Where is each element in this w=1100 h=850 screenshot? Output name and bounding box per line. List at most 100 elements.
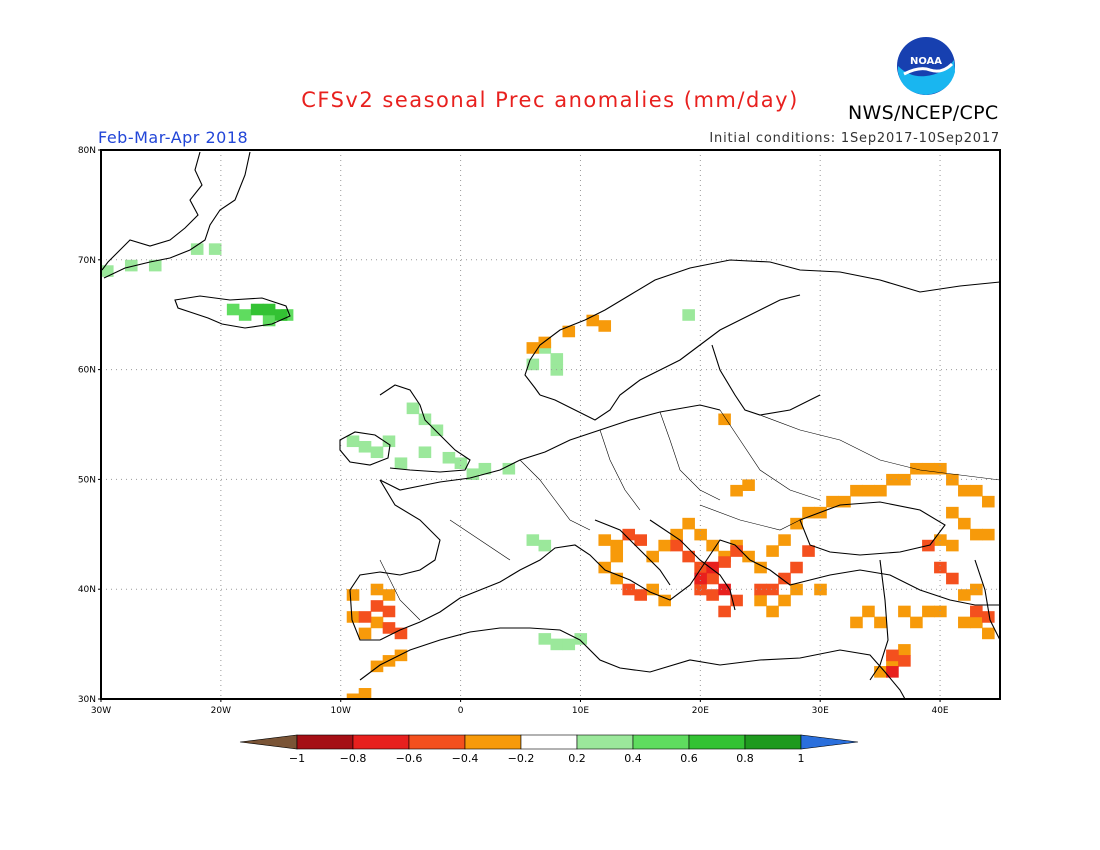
- colorbar-swatch: [520, 734, 578, 750]
- anomaly-cell-orange: [838, 495, 851, 508]
- anomaly-cell-red: [790, 561, 803, 574]
- anomaly-cell-lgreen: [478, 462, 492, 475]
- colorbar-swatch: [688, 734, 746, 750]
- colorbar-above-triangle: [800, 734, 859, 750]
- anomaly-cell-lgreen: [101, 265, 114, 277]
- colorbar-label: −0.2: [508, 752, 535, 765]
- country-borders: [379, 409, 1000, 621]
- lon-tick-label: 0: [458, 706, 464, 716]
- longitude-tick-labels: 30W 20W 10W 0 10E 20E 30E 40E: [91, 699, 949, 716]
- anomaly-cell-orange: [898, 605, 911, 618]
- anomaly-cell-orange: [982, 627, 995, 640]
- anomaly-cell-lgreen: [418, 446, 432, 459]
- anomaly-cell-lgreen: [682, 309, 695, 321]
- anomaly-cell-orange: [802, 506, 815, 519]
- anomaly-cell-orange: [610, 539, 624, 552]
- noaa-logo-icon: NOAA: [897, 37, 955, 95]
- colorbar-label: 0.2: [568, 752, 586, 765]
- anomaly-cell-orange: [862, 484, 875, 497]
- initial-conditions-label: Initial conditions: 1Sep2017-10Sep2017: [709, 131, 1000, 146]
- anomaly-cell-red: [694, 561, 707, 574]
- period-label: Feb-Mar-Apr 2018: [98, 128, 249, 147]
- colorbar-label: −0.8: [340, 752, 367, 765]
- organization-label: NWS/NCEP/CPC: [848, 102, 999, 124]
- anomaly-cell-orange: [898, 644, 911, 656]
- anomaly-cell-orange: [790, 517, 803, 530]
- anomaly-cell-orange: [814, 583, 827, 596]
- anomaly-cell-orange: [778, 594, 791, 607]
- anomaly-cell-orange: [970, 528, 983, 541]
- anomaly-cell-orange: [766, 545, 779, 557]
- anomaly-cell-lgreen: [538, 539, 552, 552]
- anomaly-cell-lgreen: [538, 633, 552, 645]
- anomaly-cell-lgreen: [382, 435, 396, 448]
- anomaly-cell-lgreen: [574, 633, 588, 645]
- anomaly-cell-mgreen: [238, 309, 252, 321]
- lon-tick-label: 30W: [91, 706, 111, 716]
- colorbar-label: 0.4: [624, 752, 642, 765]
- lon-tick-label: 20E: [692, 706, 709, 716]
- anomaly-cell-red: [358, 611, 372, 623]
- anomaly-cell-lgreen: [370, 446, 384, 459]
- anomaly-cell-red: [718, 605, 731, 618]
- anomaly-cell-orange: [754, 594, 767, 607]
- colorbar-swatch: [744, 734, 802, 750]
- anomaly-cell-orange: [922, 462, 935, 475]
- anomaly-cell-orange: [958, 616, 971, 629]
- anomaly-cell-red: [730, 594, 743, 607]
- anomaly-cell-orange: [610, 572, 624, 585]
- anomaly-cell-lgreen: [208, 243, 222, 255]
- anomaly-cell-red: [706, 589, 719, 601]
- colorbar-label: 0.8: [736, 752, 754, 765]
- colorbar: −1 −0.8 −0.6 −0.4 −0.2 0.2 0.4 0.6 0.8 1: [239, 734, 859, 765]
- anomaly-cell-red: [886, 649, 899, 662]
- anomaly-cell-lgreen: [502, 462, 516, 475]
- coastlines: [101, 151, 1000, 699]
- anomaly-cell-orange: [910, 616, 923, 629]
- anomaly-cell-red: [946, 572, 959, 585]
- anomaly-cell-lgreen: [406, 402, 420, 415]
- anomaly-cell-orange: [742, 550, 755, 563]
- anomaly-cell-red: [370, 600, 384, 612]
- anomaly-cell-orange: [958, 589, 971, 601]
- lon-tick-label: 10W: [331, 706, 351, 716]
- map-frame: [100, 149, 1001, 700]
- anomaly-cell-lgreen: [550, 353, 564, 365]
- anomaly-cell-orange: [982, 495, 995, 508]
- anomaly-cell-orange: [946, 473, 959, 486]
- anomaly-cell-orange: [562, 325, 576, 338]
- anomaly-cell-orange: [370, 616, 384, 629]
- lat-tick-label: 40N: [78, 585, 96, 595]
- anomaly-cell-orange: [346, 693, 360, 699]
- anomaly-cell-red: [682, 550, 695, 563]
- anomaly-cell-lgreen: [124, 259, 138, 272]
- anomaly-cell-orange: [934, 605, 947, 618]
- anomaly-cell-lgreen: [394, 457, 408, 470]
- anomaly-cell-orange: [946, 506, 959, 519]
- anomaly-cell-darkred: [718, 583, 731, 596]
- anomaly-cell-orange: [694, 528, 707, 541]
- anomaly-cell-orange: [778, 534, 791, 546]
- anomaly-cell-red: [706, 572, 719, 585]
- anomaly-cell-red: [898, 655, 911, 667]
- colorbar-swatch: [576, 734, 634, 750]
- anomaly-cell-orange: [526, 342, 540, 354]
- anomaly-cell-red: [634, 589, 647, 601]
- anomaly-cell-lgreen: [442, 451, 456, 464]
- colorbar-swatch: [632, 734, 690, 750]
- anomaly-cell-orange: [850, 616, 863, 629]
- anomaly-cell-red: [394, 627, 408, 640]
- lat-tick-label: 50N: [78, 475, 96, 485]
- lon-tick-label: 10E: [572, 706, 589, 716]
- anomaly-cell-dgreen: [274, 309, 288, 321]
- colorbar-label: −0.4: [452, 752, 479, 765]
- anomaly-cell-red: [766, 583, 779, 596]
- anomaly-cell-lgreen: [190, 243, 204, 255]
- anomaly-cell-orange: [358, 627, 372, 640]
- anomaly-cell-orange: [862, 605, 875, 618]
- anomaly-cell-mgreen: [262, 314, 276, 327]
- anomaly-cell-orange: [730, 484, 743, 497]
- anomaly-cell-red: [634, 534, 647, 546]
- logo-text: NOAA: [910, 56, 942, 67]
